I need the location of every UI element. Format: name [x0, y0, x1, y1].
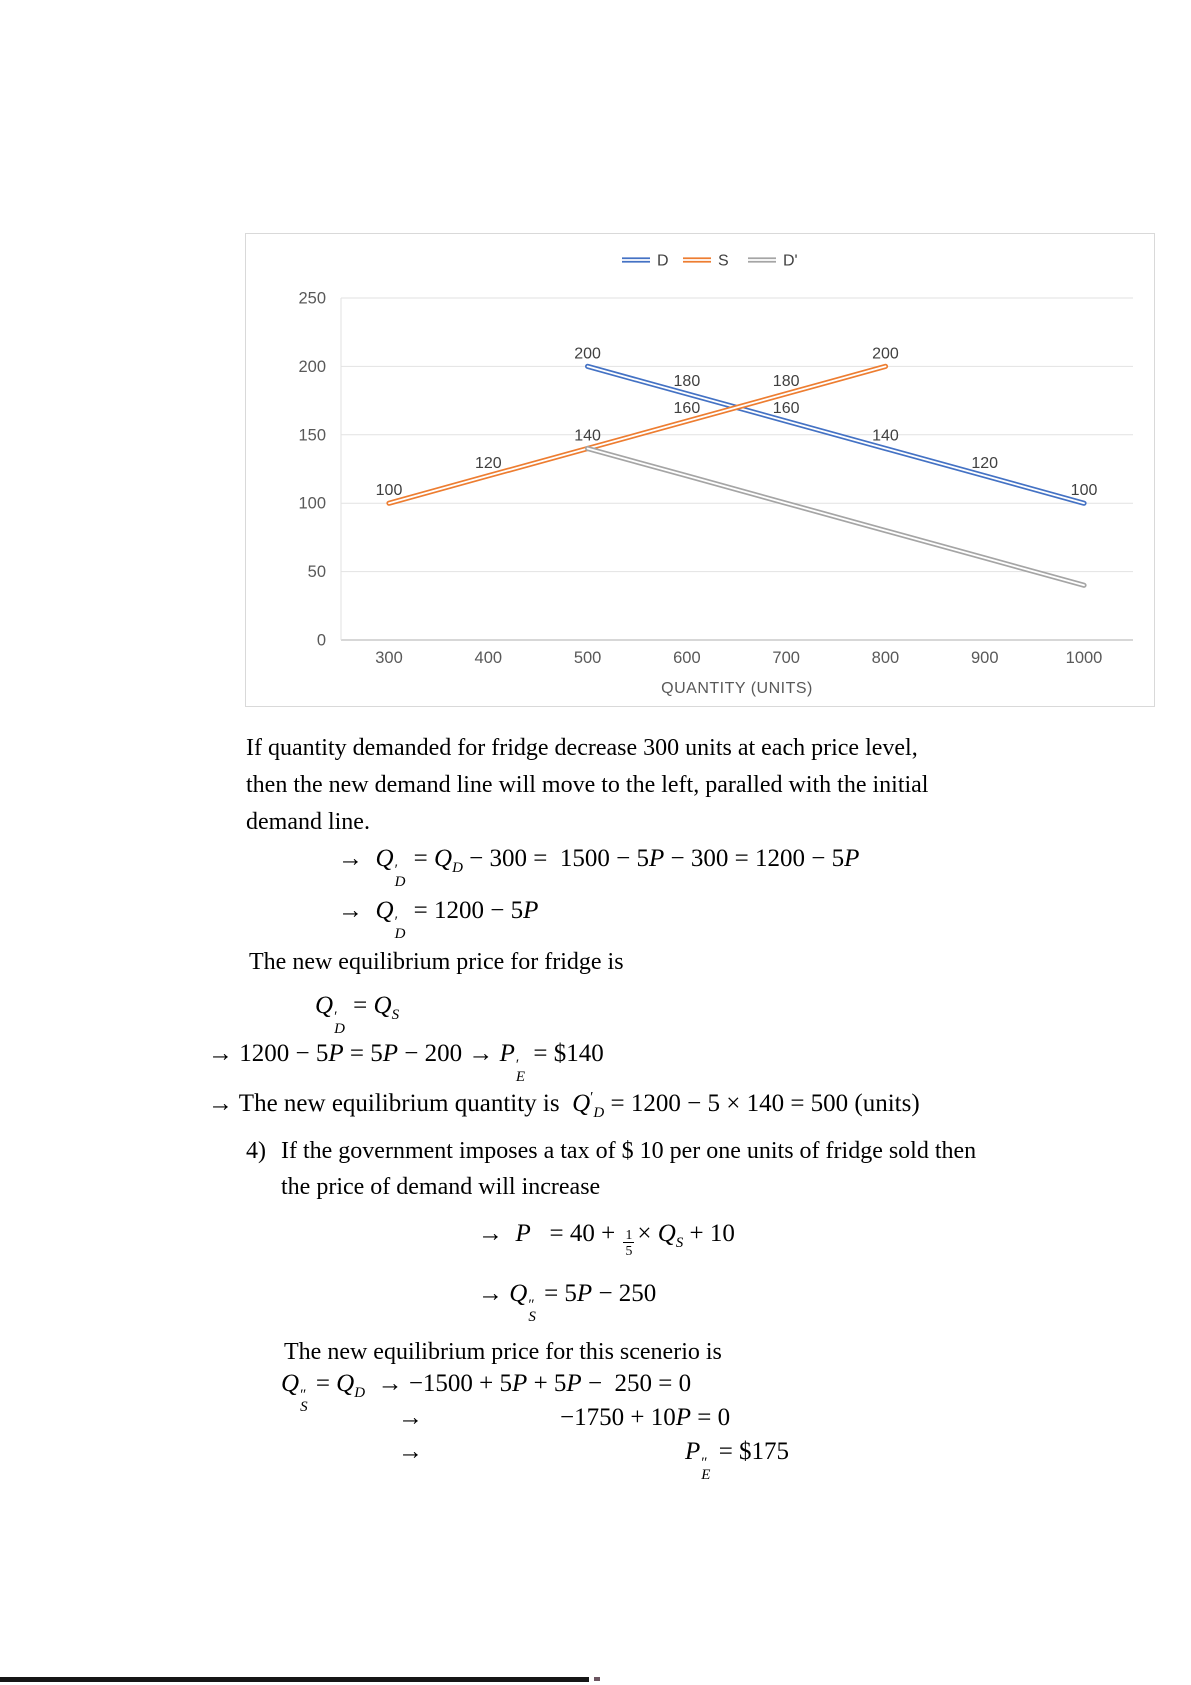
svg-text:700: 700 [772, 649, 800, 667]
svg-text:200: 200 [872, 345, 899, 362]
equation-1750-10p: −1750 + 10P = 0 [560, 1404, 731, 1431]
svg-text:120: 120 [475, 455, 502, 472]
svg-text:1000: 1000 [1066, 649, 1103, 667]
svg-text:QUANTITY (UNITS): QUANTITY (UNITS) [661, 680, 813, 697]
paragraph-equilibrium-price: The new equilibrium price for fridge is [249, 949, 624, 975]
svg-text:160: 160 [773, 400, 800, 417]
svg-text:140: 140 [574, 427, 601, 444]
svg-text:200: 200 [574, 345, 601, 362]
chart-figure: 0 50 100 150 200 250 300 400 500 600 700 800 900 1000… [245, 233, 1155, 707]
equation-qd-equals-qs: Q ′ D = QS [315, 992, 400, 1038]
svg-text:100: 100 [376, 482, 403, 499]
svg-text:180: 180 [773, 373, 800, 390]
svg-text:150: 150 [298, 426, 326, 444]
svg-text:D': D' [783, 253, 798, 270]
svg-text:100: 100 [298, 495, 326, 513]
bottom-rule [0, 1677, 589, 1682]
svg-text:50: 50 [308, 563, 326, 581]
equation-new-supply: → Q ″ S = 5P − 250 [478, 1280, 657, 1326]
equation-qs-equals-qd: Q ″ S = QD → −1500 + 5P + 5P − 250 = 0 [281, 1370, 692, 1416]
svg-text:D: D [657, 253, 669, 270]
paragraph-scenario-price: The new equilibrium price for this scene… [284, 1339, 722, 1365]
svg-text:500: 500 [574, 649, 602, 667]
item4-line2: the price of demand will increase [281, 1174, 601, 1200]
paragraph-demand-shift-line3: demand line. [246, 809, 370, 835]
equation-tax-price: → P = 40 + 1 5 × QS + 10 [478, 1220, 735, 1259]
svg-text:200: 200 [298, 358, 326, 376]
svg-text:400: 400 [475, 649, 503, 667]
svg-text:100: 100 [1071, 482, 1098, 499]
chart-svg: 0 50 100 150 200 250 300 400 500 600 700 800 900 1000… [298, 253, 1133, 697]
item4-line1: If the government imposes a tax of $ 10 … [281, 1138, 977, 1164]
equation-new-demand: → Q ′ D = 1200 − 5P [338, 897, 539, 943]
equation-new-demand-derivation: → Q ′ D = QD − 300 = 1500 − 5P − 300 = 120… [338, 845, 860, 891]
clipped-fragment [594, 1677, 600, 1681]
svg-text:0: 0 [317, 632, 326, 650]
item4-number: 4) [246, 1138, 266, 1164]
svg-text:S: S [718, 253, 729, 270]
svg-text:800: 800 [872, 649, 900, 667]
equation-pe-175: P ″ E = $175 [685, 1438, 790, 1484]
svg-text:300: 300 [375, 649, 403, 667]
paragraph-demand-shift-line2: then the new demand line will move to th… [246, 772, 929, 798]
svg-text:600: 600 [673, 649, 701, 667]
paragraph-demand-shift-line1: If quantity demanded for fridge decrease… [246, 735, 918, 761]
svg-text:180: 180 [674, 373, 701, 390]
equation-new-quantity-500: → The new equilibrium quantity is Q′D = … [208, 1089, 920, 1121]
svg-text:250: 250 [298, 290, 326, 308]
arrow-line-1: → [398, 1404, 423, 1431]
equation-solve-price-140: → 1200 − 5P = 5P − 200 → P ′ E = $140 [208, 1040, 604, 1086]
svg-text:120: 120 [971, 455, 998, 472]
arrow-line-2: → [398, 1438, 423, 1465]
svg-text:160: 160 [674, 400, 701, 417]
svg-text:900: 900 [971, 649, 999, 667]
svg-text:140: 140 [872, 427, 899, 444]
